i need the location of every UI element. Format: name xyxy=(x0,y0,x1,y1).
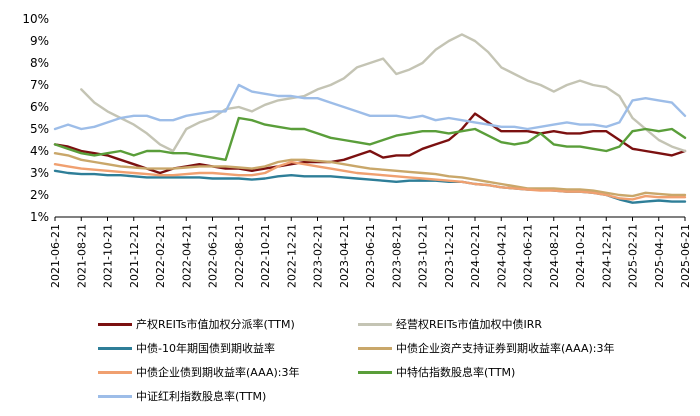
x-tick-label: 2024-10-21 xyxy=(574,224,587,288)
x-tick-label: 2022-10-21 xyxy=(259,224,272,288)
x-tick-label: 2023-08-21 xyxy=(390,224,403,288)
series-line xyxy=(53,151,687,198)
x-tick-label: 2025-02-21 xyxy=(627,224,640,288)
legend-item: 中债-10年期国债到期收益率 xyxy=(98,340,275,356)
x-tick-label: 2024-08-21 xyxy=(548,224,561,288)
x-tick-label: 2021-08-21 xyxy=(75,224,88,288)
legend-item: 经营权REITs市值加权中债IRR xyxy=(358,316,542,332)
y-tick-label: 1% xyxy=(30,210,49,224)
series-line xyxy=(53,112,687,175)
x-tick-label: 2023-10-21 xyxy=(417,224,430,288)
legend-swatch xyxy=(98,346,132,350)
legend-item: 中证红利指数股息率(TTM) xyxy=(98,388,266,404)
x-tick-label: 2022-12-21 xyxy=(285,224,298,288)
legend-label: 经营权REITs市值加权中债IRR xyxy=(396,318,542,331)
y-axis: 1% 2% 3% 4% 5% 6% 7% 8% 9% 10% xyxy=(22,12,49,224)
series-lines xyxy=(53,33,687,204)
x-tick-label: 2025-06-21 xyxy=(679,224,692,288)
y-tick-label: 4% xyxy=(30,144,49,158)
series-line xyxy=(53,169,687,204)
x-tick-label: 2024-02-21 xyxy=(469,224,482,288)
x-tick-label: 2024-06-21 xyxy=(522,224,535,288)
legend-item: 中债企业债到期收益率(AAA):3年 xyxy=(98,364,299,380)
series-line xyxy=(53,160,687,201)
x-tick-label: 2023-06-21 xyxy=(364,224,377,288)
x-tick-label: 2022-08-21 xyxy=(233,224,246,288)
y-tick-label: 8% xyxy=(30,56,49,70)
series-line xyxy=(80,33,687,153)
x-tick-label: 2025-04-21 xyxy=(653,224,666,288)
x-tick-label: 2022-06-21 xyxy=(207,224,220,288)
x-tick-label: 2023-02-21 xyxy=(312,224,325,288)
y-tick-label: 5% xyxy=(30,122,49,136)
legend-item: 中特估指数股息率(TTM) xyxy=(358,364,515,380)
y-tick-label: 9% xyxy=(30,34,49,48)
x-tick-label: 2021-10-21 xyxy=(102,224,115,288)
legend-item: 产权REITs市值加权分派率(TTM) xyxy=(98,316,295,332)
x-tick-label: 2021-12-21 xyxy=(128,224,141,288)
x-tick-label: 2023-04-21 xyxy=(338,224,351,288)
legend-swatch xyxy=(358,346,392,350)
legend-item: 中债企业资产支持证券到期收益率(AAA):3年 xyxy=(358,340,614,356)
legend-swatch xyxy=(358,322,392,326)
x-axis: 2021-06-21 2021-08-21 2021-10-21 2021-12-21… xyxy=(49,216,692,288)
legend-label: 中债企业债到期收益率(AAA):3年 xyxy=(136,366,300,379)
series-line xyxy=(53,116,687,162)
x-tick-label: 2024-12-21 xyxy=(600,224,613,288)
x-tick-label: 2022-02-21 xyxy=(154,224,167,288)
legend-swatch xyxy=(358,370,392,374)
y-tick-label: 7% xyxy=(30,78,49,92)
legend-label: 中债企业资产支持证券到期收益率(AAA):3年 xyxy=(396,342,615,355)
legend-swatch xyxy=(98,322,132,326)
x-tick-label: 2023-12-21 xyxy=(443,224,456,288)
y-tick-label: 2% xyxy=(30,188,49,202)
legend-swatch xyxy=(98,394,132,398)
y-tick-label: 3% xyxy=(30,166,49,180)
legend-label: 中证红利指数股息率(TTM) xyxy=(136,390,267,403)
legend-label: 产权REITs市值加权分派率(TTM) xyxy=(136,318,295,331)
legend-swatch xyxy=(98,370,132,374)
x-tick-label: 2024-04-21 xyxy=(495,224,508,288)
y-tick-label: 10% xyxy=(22,12,49,26)
x-tick-label: 2022-04-21 xyxy=(180,224,193,288)
y-tick-label: 6% xyxy=(30,100,49,114)
legend-label: 中债-10年期国债到期收益率 xyxy=(136,342,275,355)
series-line xyxy=(53,83,687,131)
legend-label: 中特估指数股息率(TTM) xyxy=(396,366,516,379)
x-tick-label: 2021-06-21 xyxy=(49,224,62,288)
